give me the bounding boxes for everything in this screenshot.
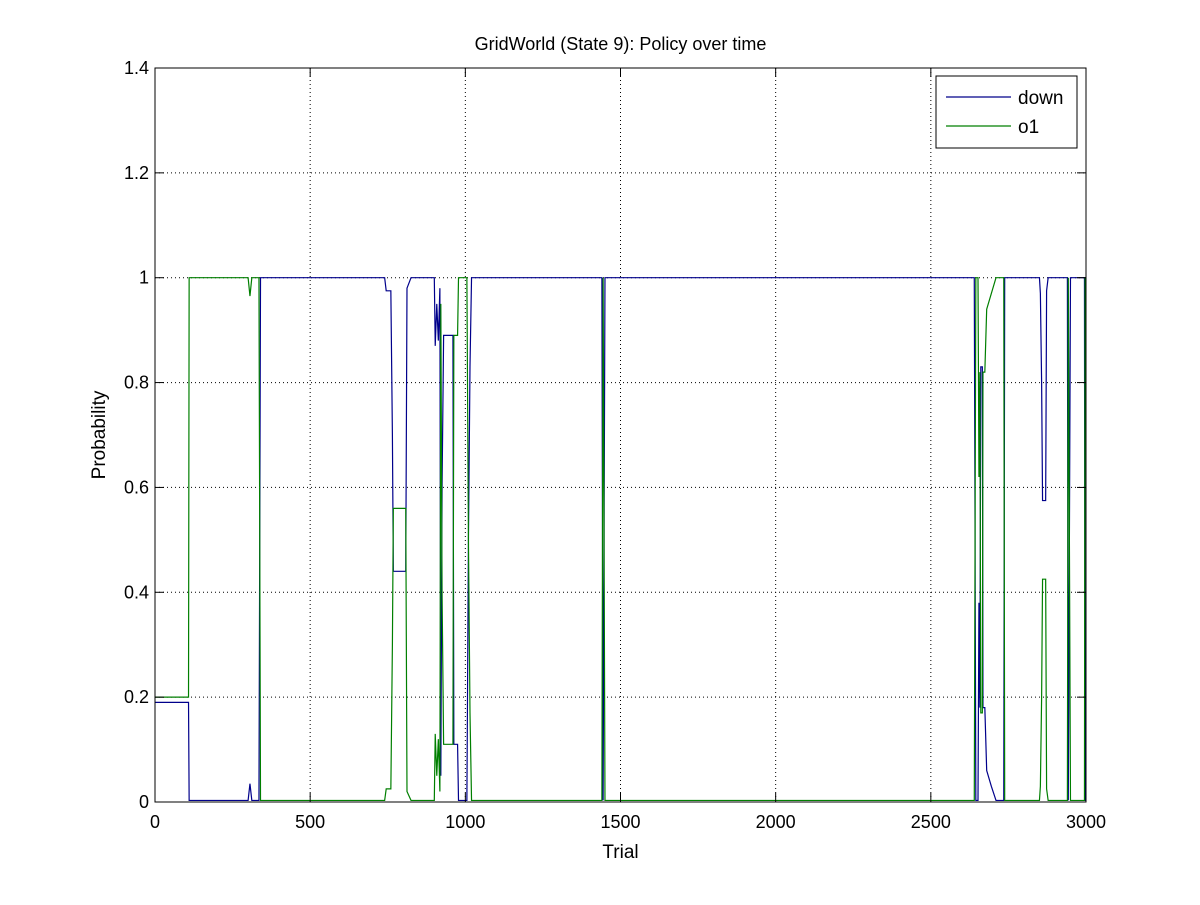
- legend-label-down: down: [1018, 88, 1063, 109]
- y-tick-label: 0: [139, 792, 149, 812]
- x-tick-label: 2000: [756, 812, 796, 832]
- x-tick-label: 2500: [911, 812, 951, 832]
- y-tick-label: 1: [139, 268, 149, 288]
- series-line-down: [155, 277, 1086, 802]
- x-tick-label: 3000: [1066, 812, 1106, 832]
- x-tick-label: 1500: [600, 812, 640, 832]
- y-tick-label: 0.2: [124, 687, 149, 707]
- series-line-o1: [155, 277, 1086, 802]
- y-tick-label: 0.8: [124, 373, 149, 393]
- chart-title: GridWorld (State 9): Policy over time: [475, 34, 767, 54]
- legend-label-o1: o1: [1018, 117, 1039, 138]
- y-axis-label: Probability: [89, 390, 110, 479]
- y-tick-label: 1.4: [124, 58, 149, 78]
- x-tick-label: 500: [295, 812, 325, 832]
- y-tick-label: 1.2: [124, 163, 149, 183]
- plot-area: [155, 68, 1086, 802]
- x-tick-label: 1000: [445, 812, 485, 832]
- y-tick-label: 0.4: [124, 582, 149, 602]
- x-axis-label: Trial: [602, 842, 638, 863]
- y-tick-label: 0.6: [124, 477, 149, 497]
- x-tick-label: 0: [150, 812, 160, 832]
- legend-box: [935, 75, 1078, 149]
- legend: down o1: [935, 75, 1078, 149]
- series-layer: [155, 277, 1086, 802]
- ticks: 0 500 1000 1500 2000 2500 3000 0 0.2 0.4 0.6 0.8 1 1.…: [124, 58, 1106, 832]
